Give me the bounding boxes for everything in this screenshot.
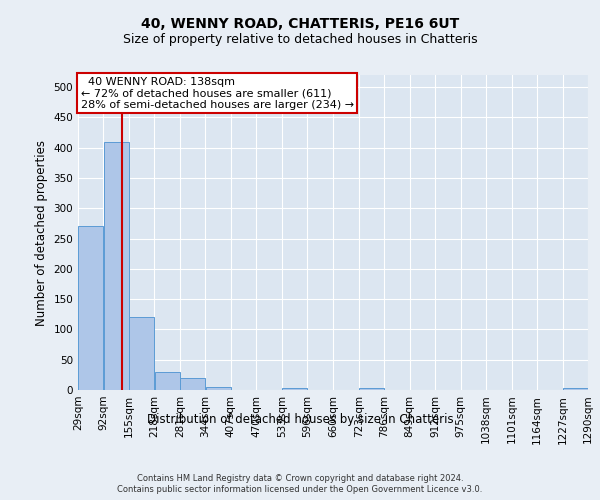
Bar [180, 378, 205, 390]
Bar [155, 372, 180, 390]
Bar [78, 226, 103, 390]
Text: 40, WENNY ROAD, CHATTERIS, PE16 6UT: 40, WENNY ROAD, CHATTERIS, PE16 6UT [141, 18, 459, 32]
Text: Contains HM Land Registry data © Crown copyright and database right 2024.
Contai: Contains HM Land Registry data © Crown c… [118, 474, 482, 494]
Text: 40 WENNY ROAD: 138sqm
← 72% of detached houses are smaller (611)
28% of semi-det: 40 WENNY ROAD: 138sqm ← 72% of detached … [80, 76, 353, 110]
Text: Size of property relative to detached houses in Chatteris: Size of property relative to detached ho… [122, 32, 478, 46]
Y-axis label: Number of detached properties: Number of detached properties [35, 140, 48, 326]
Bar [206, 387, 230, 390]
Bar [359, 388, 384, 390]
Bar [129, 318, 154, 390]
Bar [104, 142, 129, 390]
Text: Distribution of detached houses by size in Chatteris: Distribution of detached houses by size … [146, 412, 454, 426]
Bar [563, 388, 588, 390]
Bar [282, 388, 307, 390]
